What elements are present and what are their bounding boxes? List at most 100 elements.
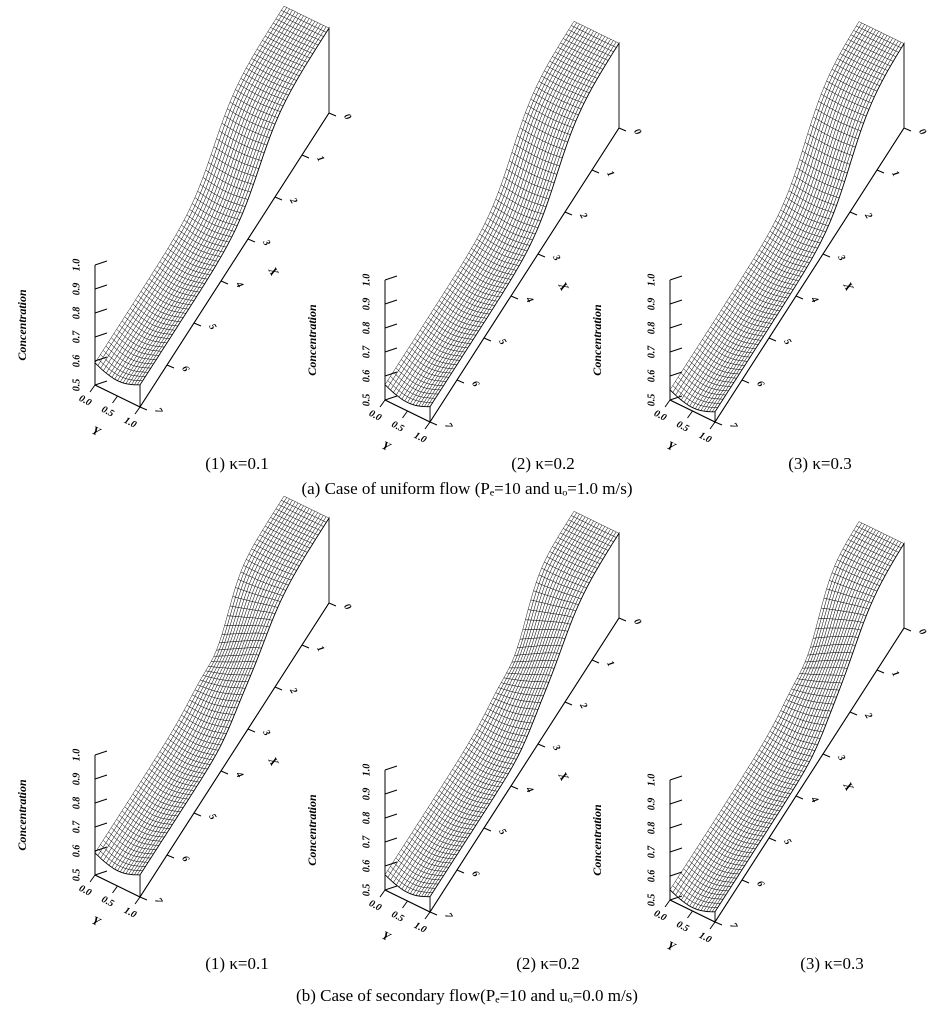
x-tick xyxy=(220,770,229,775)
z-tick-label: 0.7 xyxy=(646,345,657,359)
y-tick-label: 0.5 xyxy=(99,894,115,910)
y-tick-label: 0.0 xyxy=(367,408,383,424)
y-tick xyxy=(664,399,671,408)
y-tick-label: 0.0 xyxy=(77,393,93,409)
x-tick-label: 6 xyxy=(469,379,481,389)
x-tick-label: 1 xyxy=(314,644,326,654)
surface-plot: 0.50.60.70.80.91.0Concentration01234567X… xyxy=(15,495,353,930)
x-tick-label: 2 xyxy=(287,195,300,206)
y-tick-label: 0.0 xyxy=(77,883,93,899)
x-axis-label: X xyxy=(265,264,282,280)
z-tick-label: 0.8 xyxy=(646,322,657,335)
y-tick xyxy=(112,395,118,404)
z-tick-label: 0.6 xyxy=(646,370,657,383)
x-tick xyxy=(591,169,600,174)
z-tick xyxy=(94,822,108,828)
y-tick xyxy=(89,874,96,883)
z-tick-label: 0.9 xyxy=(646,298,657,311)
z-tick xyxy=(384,347,398,353)
x-tick-label: 3 xyxy=(260,727,273,738)
x-tick-label: 2 xyxy=(862,210,875,221)
surface-plot: 0.50.60.70.80.91.0Concentration01234567X… xyxy=(305,511,643,945)
x-tick-label: 7 xyxy=(152,896,165,907)
x-tick-label: 7 xyxy=(727,421,740,432)
x-tick xyxy=(301,154,310,159)
panel-label: (1) κ=0.1 xyxy=(205,954,268,973)
x-tick xyxy=(193,322,202,327)
x-tick xyxy=(456,379,465,384)
z-tick-label: 0.9 xyxy=(361,298,372,311)
y-tick xyxy=(402,410,408,419)
z-tick xyxy=(94,284,108,290)
x-tick-label: 4 xyxy=(233,769,246,780)
x-tick xyxy=(537,253,546,258)
z-axis-label: Concentration xyxy=(15,289,29,361)
x-tick-label: 4 xyxy=(523,294,536,305)
x-tick-label: 5 xyxy=(496,337,508,347)
y-tick xyxy=(379,399,386,408)
x-tick xyxy=(220,280,229,285)
z-tick xyxy=(94,798,108,804)
z-tick xyxy=(384,323,398,329)
z-tick xyxy=(94,260,108,266)
x-tick-label: 2 xyxy=(577,210,590,221)
z-tick-label: 0.7 xyxy=(71,330,82,344)
z-tick-label: 0.8 xyxy=(71,307,82,320)
x-tick xyxy=(139,406,148,411)
x-tick xyxy=(301,644,310,649)
x-tick-label: 1 xyxy=(889,169,901,179)
y-tick-label: 0.5 xyxy=(99,404,115,420)
x-tick xyxy=(274,196,283,201)
z-tick-label: 0.9 xyxy=(71,773,82,786)
z-tick-label: 0.9 xyxy=(71,283,82,296)
x-tick-label: 1 xyxy=(314,154,326,164)
x-tick-label: 5 xyxy=(206,812,218,822)
x-tick-label: 1 xyxy=(604,169,616,179)
y-axis-label: Y xyxy=(90,913,105,930)
x-tick-label: 3 xyxy=(260,237,273,248)
y-axis-label: Y xyxy=(90,423,105,440)
y-tick-label: 1.0 xyxy=(412,430,428,446)
surface-plot: 0.50.60.70.80.91.0Concentration01234567X… xyxy=(590,21,928,455)
y-axis-label: Y xyxy=(380,438,395,455)
z-tick xyxy=(94,308,108,314)
x-tick xyxy=(139,896,148,901)
z-tick-label: 1.0 xyxy=(71,749,82,762)
z-tick-label: 0.7 xyxy=(361,345,372,359)
z-tick-label: 0.5 xyxy=(361,394,372,407)
panel-label: (1) κ=0.1 xyxy=(205,454,268,473)
z-tick xyxy=(669,347,683,353)
x-tick-label: 0 xyxy=(916,127,928,137)
z-tick-label: 1.0 xyxy=(71,259,82,272)
z-tick-label: 0.8 xyxy=(71,797,82,810)
x-tick-label: 7 xyxy=(152,406,165,417)
y-tick-label: 0.0 xyxy=(652,408,668,424)
x-tick xyxy=(618,127,627,132)
z-tick xyxy=(384,275,398,281)
y-axis-label: Y xyxy=(665,438,680,455)
x-tick xyxy=(564,211,573,216)
x-tick xyxy=(903,127,912,132)
z-tick-label: 0.6 xyxy=(361,370,372,383)
x-tick xyxy=(328,602,337,607)
z-tick xyxy=(94,750,108,756)
y-tick xyxy=(424,421,431,430)
y-tick xyxy=(134,406,141,415)
x-tick xyxy=(483,337,492,342)
x-tick-label: 2 xyxy=(287,685,300,696)
x-tick-label: 0 xyxy=(341,112,353,122)
z-tick xyxy=(669,299,683,305)
x-axis-label: X xyxy=(265,754,282,770)
x-tick xyxy=(714,421,723,426)
y-tick-label: 1.0 xyxy=(697,430,713,446)
surface-plot: 0.50.60.70.80.91.0Concentration01234567X… xyxy=(15,5,353,440)
x-tick xyxy=(768,337,777,342)
x-tick-label: 5 xyxy=(206,322,218,332)
z-tick-label: 0.5 xyxy=(71,379,82,392)
x-tick-label: 0 xyxy=(341,602,353,612)
x-tick-label: 3 xyxy=(550,252,563,263)
x-tick-label: 6 xyxy=(179,364,191,374)
panel-label: (3) κ=0.3 xyxy=(788,454,851,473)
x-tick xyxy=(741,379,750,384)
z-tick-label: 0.6 xyxy=(71,355,82,368)
